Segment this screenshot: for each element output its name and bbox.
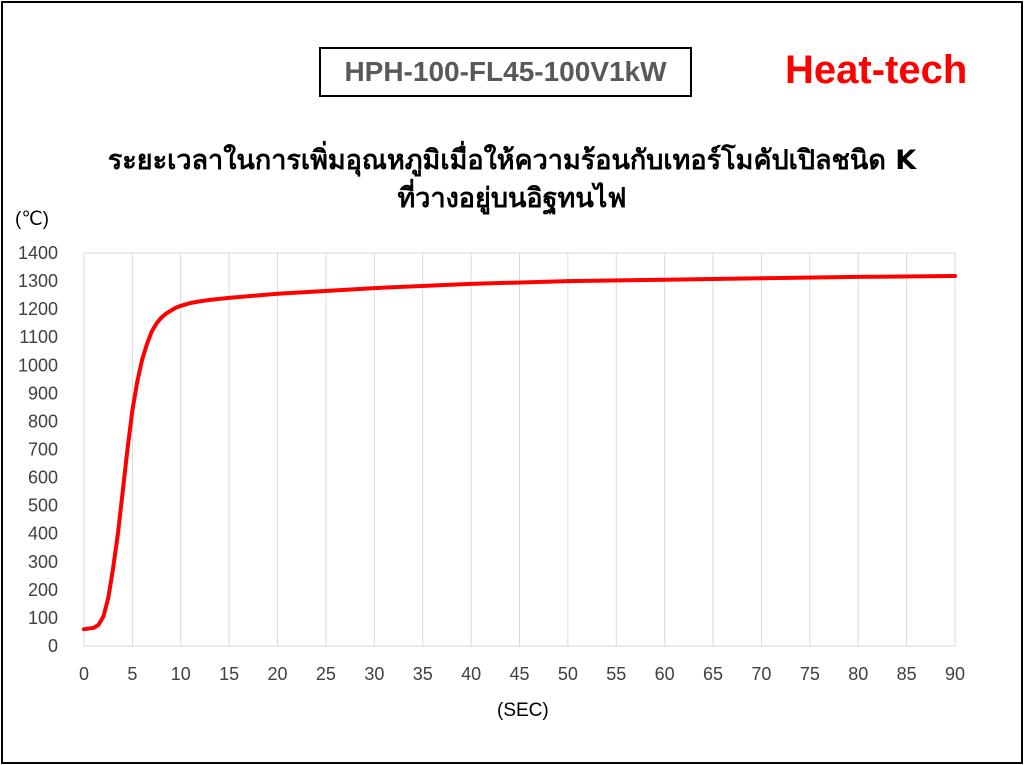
- x-tick-label-45: 45: [509, 664, 529, 684]
- x-tick-label-10: 10: [171, 664, 191, 684]
- y-axis-ticks: 0 100 200 300 400 500 600 700 800 900 1000 1100 1200…: [18, 243, 58, 656]
- y-tick-label-1300: 1300: [18, 271, 58, 291]
- brand-logo-text: Heat-tech: [785, 48, 968, 92]
- y-tick-label-500: 500: [28, 496, 58, 516]
- chart-title-line-1: ระยะเวลาในการเพิ่มอุณหภูมิเมื่อให้ความร้…: [107, 145, 917, 176]
- x-tick-label-80: 80: [848, 664, 868, 684]
- x-tick-label-60: 60: [655, 664, 675, 684]
- x-tick-label-65: 65: [703, 664, 723, 684]
- x-tick-label-90: 90: [945, 664, 965, 684]
- y-tick-label-200: 200: [28, 580, 58, 600]
- temperature-series-line: [82, 274, 957, 632]
- y-tick-label-600: 600: [28, 468, 58, 488]
- chart-title-line-2: ที่วางอยู่บนอิฐทนไฟ: [397, 183, 627, 214]
- y-tick-label-400: 400: [28, 524, 58, 544]
- x-tick-label-85: 85: [897, 664, 917, 684]
- x-tick-label-15: 15: [219, 664, 239, 684]
- x-tick-label-70: 70: [751, 664, 771, 684]
- x-tick-label-75: 75: [800, 664, 820, 684]
- y-tick-label-1200: 1200: [18, 299, 58, 319]
- x-axis-label: (SEC): [497, 700, 549, 721]
- x-tick-label-5: 5: [127, 664, 137, 684]
- x-axis-ticks: 0 5 10 15 20 25 30 35 40 45 50 55 60 65 70 75 80 85 90: [79, 664, 965, 684]
- x-tick-label-30: 30: [364, 664, 384, 684]
- y-tick-label-0: 0: [48, 636, 58, 656]
- y-tick-label-1400: 1400: [18, 243, 58, 263]
- plot-area: [83, 252, 956, 647]
- x-tick-label-55: 55: [606, 664, 626, 684]
- model-label: HPH-100-FL45-100V1kW: [319, 47, 692, 97]
- y-tick-label-800: 800: [28, 411, 58, 431]
- y-tick-label-1000: 1000: [18, 355, 58, 375]
- x-tick-label-35: 35: [413, 664, 433, 684]
- x-tick-label-0: 0: [79, 664, 89, 684]
- y-tick-label-100: 100: [28, 608, 58, 628]
- x-tick-label-25: 25: [316, 664, 336, 684]
- y-tick-label-1100: 1100: [19, 327, 58, 347]
- x-tick-label-40: 40: [461, 664, 481, 684]
- y-tick-label-900: 900: [28, 383, 58, 403]
- gridlines: [83, 253, 956, 646]
- x-tick-label-50: 50: [558, 664, 578, 684]
- y-tick-label-700: 700: [28, 440, 58, 460]
- x-tick-label-20: 20: [268, 664, 288, 684]
- y-axis-unit-label: (℃): [15, 209, 49, 230]
- y-tick-label-300: 300: [28, 552, 58, 572]
